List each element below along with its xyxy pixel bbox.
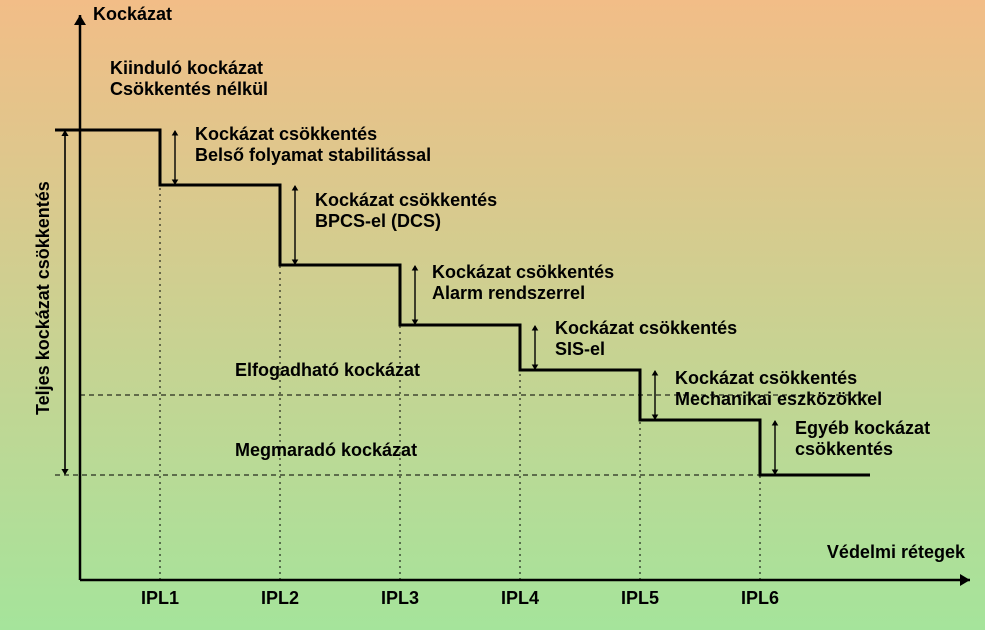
step5-label: Kockázat csökkentés Mechanikai eszközökk…: [675, 368, 882, 409]
svg-text:IPL4: IPL4: [501, 588, 539, 608]
step1-label: Kockázat csökkentés Belső folyamat stabi…: [195, 124, 431, 165]
total-reduction-label: Teljes kockázat csökkentés: [33, 181, 54, 415]
remaining-risk-label: Megmaradó kockázat: [235, 440, 417, 461]
svg-text:IPL5: IPL5: [621, 588, 659, 608]
step6-label: Egyéb kockázat csökkentés: [795, 418, 930, 459]
step2-label: Kockázat csökkentés BPCS-el (DCS): [315, 190, 497, 231]
step3-label: Kockázat csökkentés Alarm rendszerrel: [432, 262, 614, 303]
svg-text:IPL3: IPL3: [381, 588, 419, 608]
svg-text:IPL6: IPL6: [741, 588, 779, 608]
x-tick-labels: IPL1 IPL2 IPL3 IPL4 IPL5 IPL6: [141, 588, 779, 608]
svg-text:IPL2: IPL2: [261, 588, 299, 608]
initial-risk-label: Kiinduló kockázat Csökkentés nélkül: [110, 58, 268, 99]
svg-text:IPL1: IPL1: [141, 588, 179, 608]
total-reduction-arrow: [61, 130, 68, 475]
step4-label: Kockázat csökkentés SIS-el: [555, 318, 737, 359]
y-axis-label: Kockázat: [93, 4, 172, 25]
acceptable-risk-label: Elfogadható kockázat: [235, 360, 420, 381]
x-axis-label: Védelmi rétegek: [827, 542, 965, 563]
